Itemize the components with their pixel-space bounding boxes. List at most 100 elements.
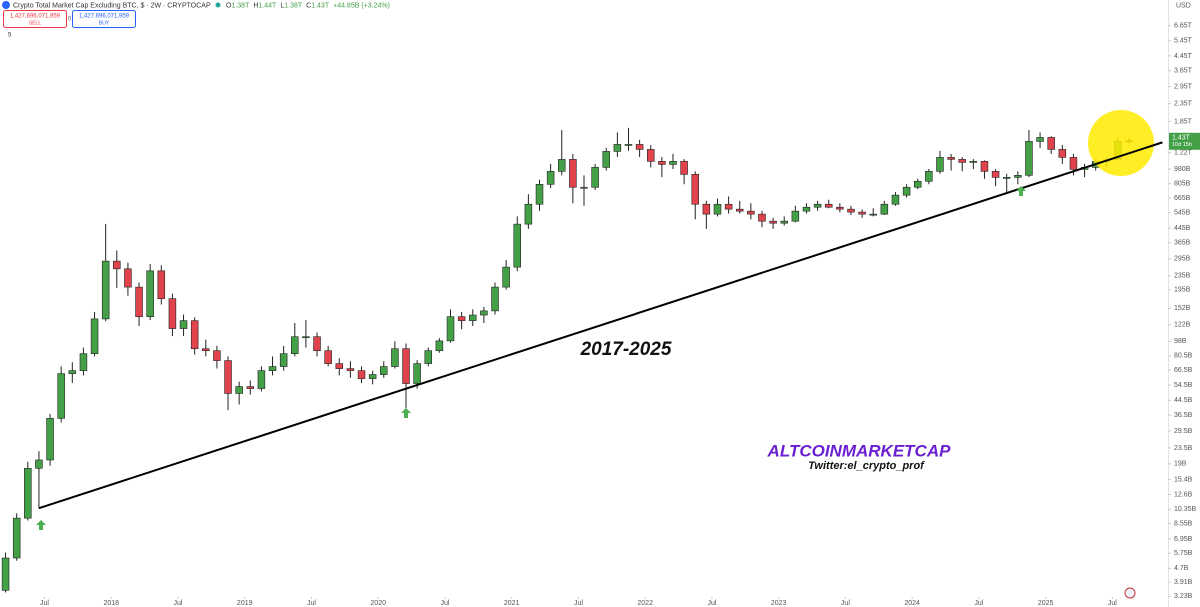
candle-body [524,203,533,225]
candle-body [780,220,788,224]
candle-body [113,260,121,270]
x-tick-label: Jul [707,600,716,607]
y-tick-label: 6.65T [1174,23,1193,30]
y-tick-label: 3.91B [1174,579,1193,586]
buy-label: BUY [99,20,110,26]
candle-body [357,370,366,379]
candle-body [535,183,544,205]
candle-body [758,213,766,222]
candle-body [424,350,433,364]
candle-body [546,171,555,185]
candle-body [724,203,733,210]
y-tick-label: 805B [1174,181,1191,188]
candle-body [569,159,577,188]
candle-body [735,208,744,212]
y-tick-label: 2.35T [1174,100,1193,107]
x-tick-label: 2020 [370,600,386,607]
y-tick-label: 5.75B [1174,550,1193,557]
y-tick-label: 665B [1174,195,1191,202]
candle-body [769,220,777,224]
candle-body [257,370,266,389]
candle-body [646,149,655,162]
candle-body [457,316,466,321]
y-tick-label: 980B [1174,166,1191,173]
bar-countdown: 10d 15h [1172,142,1192,148]
y-tick-label: 152B [1174,305,1191,312]
candle-body [1002,177,1011,179]
candle-body [891,194,900,205]
candle-body [1036,137,1044,142]
quote-value: 1.38T [231,2,250,9]
candle-body [268,366,277,371]
y-tick-label: 66.5B [1174,367,1193,374]
y-tick-label: 3.23B [1174,593,1193,600]
y-tick-label: 295B [1174,256,1191,263]
annotation-brand: ALTCOINMARKETCAP [767,441,952,460]
y-tick-label: 122B [1174,322,1191,329]
candle-body [35,459,43,469]
candle-body [880,203,889,215]
quote-value: 1.38T [284,2,303,9]
candle-body [235,386,243,394]
candle-body [101,260,110,320]
candle-body [246,386,255,389]
candle-body [1014,175,1022,178]
y-tick-label: 12.6B [1174,491,1193,498]
candle-body [480,310,488,316]
arrow-up [1016,186,1026,196]
candle-body [858,211,866,215]
x-tick-label: 2021 [504,600,520,607]
candle-body [46,418,54,461]
overlay [38,141,1163,510]
y-tick-label: 23.5B [1174,445,1193,452]
y-tick-label: 545B [1174,210,1191,217]
y-tick-label: 98B [1174,338,1187,345]
arrow-up [36,520,46,530]
x-tick-label: 2025 [1038,600,1054,607]
quote-value: 1.43T [311,2,330,9]
candle-body [502,266,510,288]
candle-body [446,316,455,342]
y-tick-label: 1.85T [1174,118,1193,125]
candle-body [836,206,844,210]
candle-body [313,336,321,351]
candle-body [413,363,421,384]
buy-button[interactable] [72,10,136,28]
candle-body [913,180,922,188]
candle-body [12,517,21,559]
candle-body [213,350,221,361]
candle-body [591,167,599,188]
candle-body [624,144,633,146]
candle-body [847,208,855,213]
symbol-icon [2,1,10,9]
sell-button[interactable] [3,10,67,28]
candle-body [925,171,933,182]
candle-body [335,363,344,369]
x-tick-label: Jul [841,600,850,607]
x-tick-label: Jul [974,600,983,607]
candle-body [224,360,232,394]
candle-body [635,144,644,150]
candle-body [1,557,10,591]
ohlc-legend: O1.38T H1.44T L1.38T C1.43T +44.85B (+3.24%) [226,2,390,9]
x-tick-label: Jul [174,600,183,607]
indicator-count[interactable]: 5 [8,33,12,39]
quote-change: +44.85B (+3.24%) [333,2,390,9]
x-tick-label: Jul [440,600,449,607]
candle-body [57,373,65,419]
y-tick-label: 8.55B [1174,520,1193,527]
plot-area [1,127,1133,593]
quote-key: L [280,2,284,9]
candle-body [558,159,566,172]
y-tick-label: 4.7B [1174,565,1189,572]
candle-body [90,318,99,354]
candle-body [791,210,800,222]
candle-body [869,213,877,216]
candle-body [1047,137,1055,150]
x-tick-label: 2022 [637,600,653,607]
symbol-title[interactable]: Crypto Total Market Cap Excluding BTC, $… [13,2,211,9]
candle-body [491,286,499,312]
annotation-credit: Twitter:el_crypto_prof [808,460,925,472]
candle-body [824,203,833,208]
